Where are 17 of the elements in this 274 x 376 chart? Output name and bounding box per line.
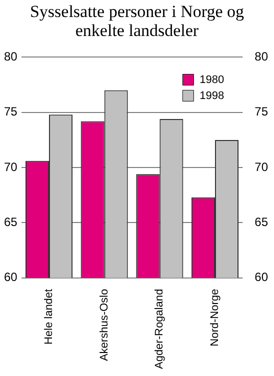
y2-tick-label: 80 [254,50,268,64]
x-tick-label: Akershus-Oslo [98,288,110,362]
x-tick-label: Hele landet [43,288,56,345]
legend-label: 1998 [200,90,224,102]
x-tick-label: Agder-Rogaland [154,288,166,370]
y2-tick-label: 60 [254,270,268,284]
y-tick-label: 75 [4,104,18,119]
chart-title: Sysselsatte personer i Norge og enkelte landsdeler [28,1,246,42]
x-tick-label: Nord-Norge [209,288,222,346]
y2-tick-label: 75 [254,104,268,119]
y-tick-label: 60 [4,270,18,284]
y-tick-label: 70 [4,160,18,174]
y-tick-label: 80 [4,50,18,64]
legend-label: 1980 [200,74,224,86]
y-tick-label: 65 [4,215,18,230]
y2-tick-label: 70 [254,160,268,174]
y2-tick-label: 65 [254,215,268,230]
